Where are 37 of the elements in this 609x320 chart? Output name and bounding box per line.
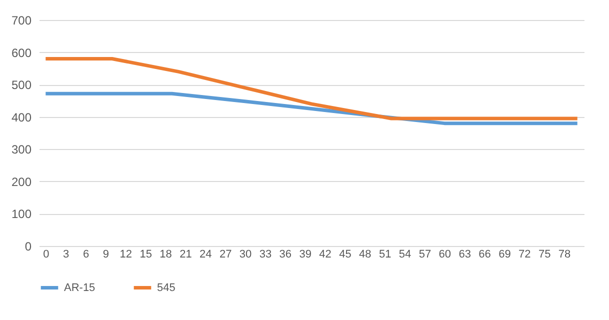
x-tick-label: 51 — [378, 248, 392, 260]
y-tick-label: 300 — [11, 142, 32, 157]
y-tick-label: 700 — [11, 14, 32, 28]
y-tick-label: 200 — [11, 174, 32, 189]
x-tick-label: 63 — [458, 248, 471, 260]
y-tick-label: 600 — [11, 46, 32, 60]
x-tick-label: 69 — [498, 248, 511, 260]
x-tick-label: 75 — [538, 248, 551, 260]
y-tick-label: 100 — [11, 207, 32, 222]
x-tick-label: 24 — [200, 248, 212, 260]
x-tick-label: 21 — [180, 248, 192, 260]
x-tick-label: 60 — [438, 248, 452, 260]
x-tick-label: 3 — [63, 248, 70, 260]
x-tick-label: 12 — [120, 248, 132, 260]
x-tick-label: 54 — [398, 248, 412, 260]
x-tick-label: 27 — [219, 248, 232, 260]
x-tick-label: 0 — [43, 248, 50, 260]
x-tick-label: 18 — [160, 248, 172, 260]
x-tick-label: 36 — [279, 248, 292, 260]
x-tick-label: 33 — [259, 248, 272, 260]
x-tick-label: 15 — [140, 248, 152, 260]
x-tick-label: 6 — [82, 248, 90, 260]
legend-label: AR-15 — [64, 282, 96, 294]
x-tick-label: 48 — [359, 248, 372, 260]
x-tick-label: 45 — [339, 248, 352, 260]
x-tick-label: 57 — [418, 248, 432, 260]
y-tick-label: 400 — [11, 110, 32, 124]
line-series — [44, 56, 580, 120]
x-tick-label: 42 — [319, 248, 332, 260]
x-tick-label: 72 — [518, 248, 531, 260]
x-tick-label: 78 — [558, 248, 571, 260]
x-tick-label: 66 — [478, 248, 491, 260]
legend-label: 545 — [157, 282, 176, 294]
x-tick-label: 9 — [102, 248, 110, 260]
y-tick-label: 500 — [11, 78, 32, 92]
x-tick-label: 39 — [299, 248, 312, 260]
x-tick-label: 30 — [239, 248, 252, 260]
